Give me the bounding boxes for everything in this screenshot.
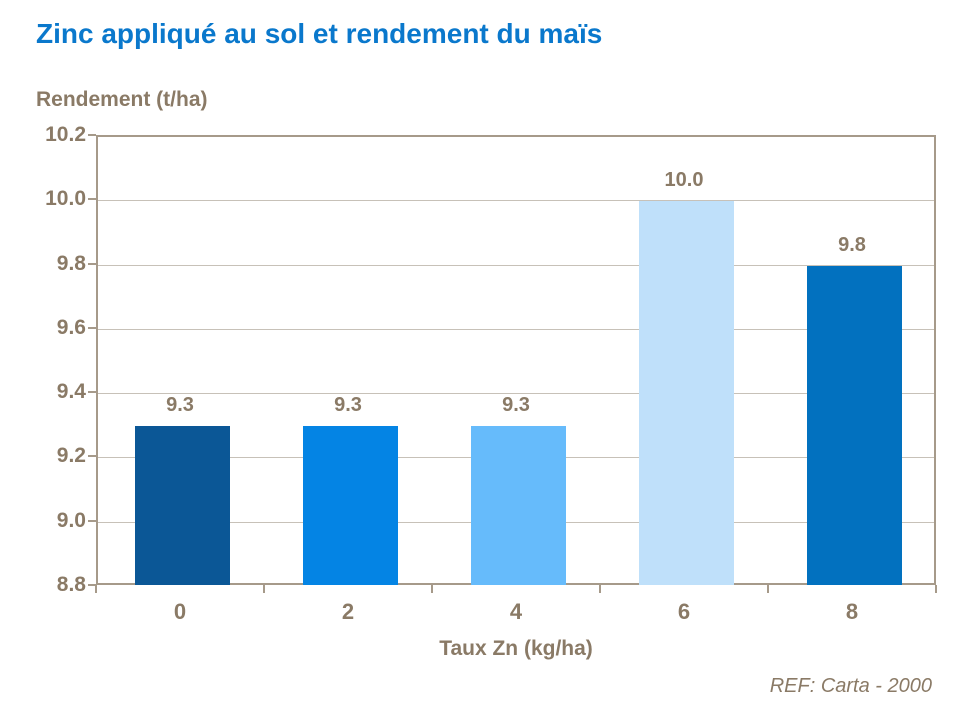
gridline bbox=[98, 393, 934, 395]
chart-title: Zinc appliqué au sol et rendement du maï… bbox=[36, 18, 603, 49]
bar-value-label: 9.8 bbox=[838, 233, 866, 256]
x-tick-mark bbox=[263, 585, 265, 593]
y-tick-mark bbox=[88, 519, 96, 522]
y-tick-label: 9.6 bbox=[56, 315, 86, 339]
x-tick-mark bbox=[599, 585, 601, 593]
x-tick-mark bbox=[95, 585, 97, 593]
y-tick-label: 9.4 bbox=[56, 380, 86, 404]
y-tick-label: 8.8 bbox=[56, 573, 86, 596]
bar-value-label: 9.3 bbox=[166, 394, 194, 417]
bar-value-label: 9.3 bbox=[334, 394, 362, 417]
x-tick-label: 6 bbox=[677, 599, 691, 624]
gridline bbox=[98, 200, 934, 202]
x-tick-mark bbox=[431, 585, 433, 593]
y-tick-label: 9.2 bbox=[56, 444, 86, 468]
y-tick-mark bbox=[88, 134, 96, 136]
bar-value-label: 10.0 bbox=[664, 169, 704, 192]
x-tick-mark bbox=[935, 585, 937, 593]
bar bbox=[134, 426, 230, 585]
bar bbox=[470, 426, 566, 585]
bar bbox=[638, 201, 734, 585]
y-tick-mark bbox=[88, 262, 96, 265]
y-axis-title: Rendement (t/ha) bbox=[36, 88, 208, 111]
gridline bbox=[98, 328, 934, 330]
y-tick-label: 9.8 bbox=[56, 251, 86, 275]
gridline bbox=[98, 264, 934, 266]
bar bbox=[302, 426, 398, 585]
x-tick-label: 4 bbox=[509, 599, 523, 624]
reference-note: REF: Carta - 2000 bbox=[769, 675, 932, 697]
x-tick-label: 8 bbox=[845, 599, 859, 624]
bar-value-label: 9.3 bbox=[502, 394, 530, 417]
y-tick-label: 10.2 bbox=[45, 123, 86, 146]
y-tick-mark bbox=[88, 584, 96, 586]
y-tick-mark bbox=[88, 198, 96, 201]
x-tick-mark bbox=[767, 585, 769, 593]
y-tick-mark bbox=[88, 326, 96, 329]
x-tick-label: 2 bbox=[341, 599, 355, 624]
y-tick-mark bbox=[88, 455, 96, 458]
x-tick-label: 0 bbox=[173, 599, 187, 624]
x-axis-title: Taux Zn (kg/ha) bbox=[439, 637, 593, 660]
y-tick-label: 9.0 bbox=[56, 508, 86, 532]
bar bbox=[806, 265, 902, 585]
y-tick-mark bbox=[88, 391, 96, 394]
y-tick-label: 10.0 bbox=[45, 187, 86, 211]
plot-area bbox=[96, 135, 936, 585]
